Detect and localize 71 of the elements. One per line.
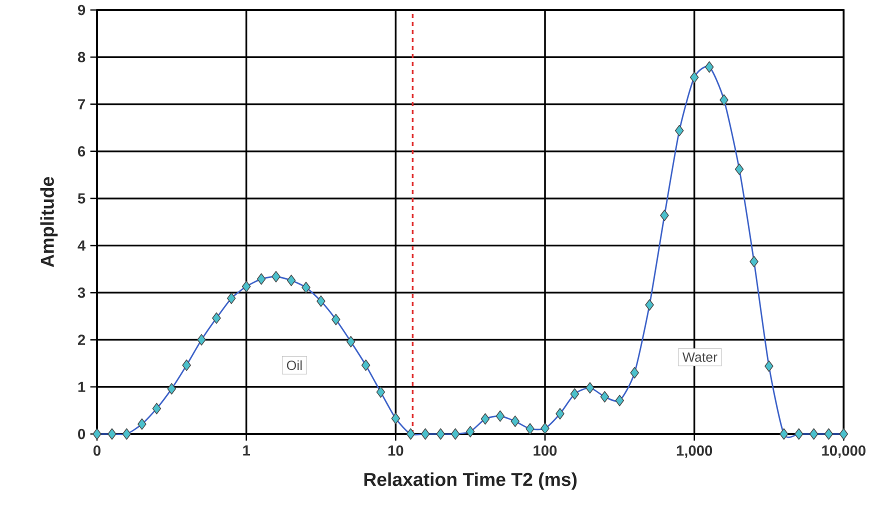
point (674, 124, 684, 136)
x-tick-label: 1,000 (676, 445, 712, 458)
point (660, 210, 669, 222)
point (450, 428, 460, 440)
x-tick-label: 100 (534, 445, 557, 456)
point (92, 428, 102, 440)
point (242, 280, 251, 292)
annotation: Water (682, 352, 718, 362)
point (138, 418, 146, 430)
point (480, 413, 490, 425)
point (108, 428, 116, 440)
point (332, 314, 340, 326)
point (750, 256, 758, 268)
point (510, 416, 520, 428)
point (376, 386, 386, 398)
point (690, 72, 699, 84)
point (780, 428, 788, 440)
point (630, 367, 639, 378)
point (316, 295, 326, 307)
point (436, 428, 446, 440)
point (764, 360, 774, 372)
y-tick-label: 2 (78, 334, 86, 345)
point (466, 426, 475, 438)
annotation: Oil (286, 360, 302, 370)
y-axis-title: Amplitude (40, 177, 58, 268)
point (286, 274, 296, 286)
point (600, 391, 610, 403)
x-tick-label: 10 (388, 445, 404, 456)
point (226, 292, 236, 304)
point (615, 394, 624, 406)
point (272, 270, 280, 282)
point (197, 334, 206, 346)
x-tick-label: 1 (243, 445, 250, 456)
point (182, 359, 191, 371)
y-tick-label: 7 (78, 99, 85, 110)
point (167, 383, 176, 395)
point (212, 312, 221, 324)
x-tick-label: 10,000 (822, 445, 866, 458)
point (556, 408, 564, 420)
point (794, 428, 804, 440)
point (704, 61, 714, 73)
point (720, 94, 728, 106)
point (256, 273, 266, 285)
y-tick-label: 3 (78, 287, 86, 298)
point (391, 412, 400, 424)
point (406, 428, 416, 440)
y-tick-label: 4 (78, 240, 86, 251)
x-axis-title: Relaxation Time T2 (ms) (364, 472, 577, 490)
x-tick-label: 0 (94, 445, 100, 456)
point (570, 388, 580, 400)
point (361, 359, 370, 371)
point (526, 423, 534, 435)
point (302, 282, 310, 294)
point (152, 402, 162, 414)
point (839, 428, 848, 440)
y-tick-label: 6 (78, 146, 86, 157)
point (496, 410, 505, 422)
y-tick-label: 1 (78, 382, 86, 392)
point (420, 428, 430, 440)
point (346, 336, 356, 348)
point (824, 428, 834, 440)
y-tick-label: 0 (78, 428, 86, 440)
point (122, 428, 132, 440)
y-tick-label: 9 (78, 4, 86, 16)
point (540, 422, 550, 434)
point (734, 164, 744, 175)
y-tick-label: 5 (78, 193, 86, 204)
point (586, 382, 594, 394)
point (645, 299, 654, 311)
y-tick-label: 8 (78, 52, 86, 62)
point (809, 428, 818, 440)
